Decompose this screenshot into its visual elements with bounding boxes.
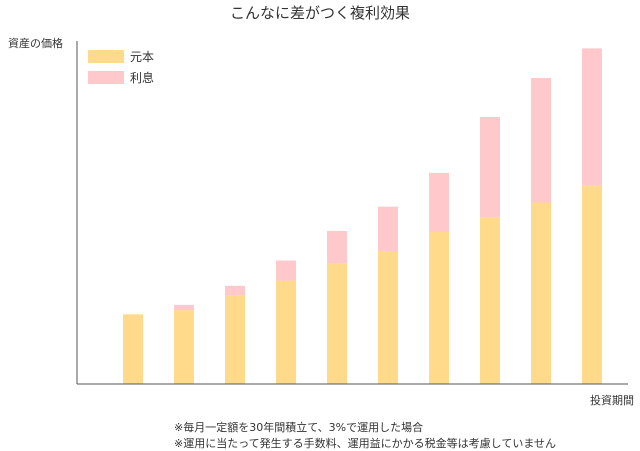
legend-swatch-principal — [88, 50, 124, 63]
bar-principal-1 — [123, 314, 143, 384]
bar-interest-9 — [531, 77, 551, 203]
bar-principal-3 — [225, 295, 245, 384]
y-axis-label: 資産の価格 — [8, 37, 63, 50]
bar-interest-8 — [480, 116, 500, 218]
bar-interest-5 — [327, 230, 347, 264]
legend-label-interest: 利息 — [130, 70, 154, 85]
footnote-1: ※毎月一定額を30年間積立て、3%で運用した場合 — [174, 421, 424, 434]
bar-interest-10 — [582, 48, 602, 186]
bar-principal-10 — [582, 185, 602, 384]
bars-group — [123, 48, 602, 384]
bar-principal-4 — [276, 280, 296, 384]
bar-interest-7 — [429, 172, 449, 233]
legend-label-principal: 元本 — [130, 50, 154, 64]
footnote-2: ※運用に当たって発生する手数料、運用益にかかる税金等は考慮していません — [174, 437, 557, 450]
bar-principal-7 — [429, 232, 449, 384]
bar-interest-2 — [174, 304, 194, 311]
bar-principal-2 — [174, 310, 194, 384]
x-axis-label: 投資期間 — [590, 394, 634, 407]
bar-principal-5 — [327, 263, 347, 384]
legend-swatch-interest — [88, 71, 124, 84]
bar-interest-4 — [276, 260, 296, 281]
bar-principal-8 — [480, 217, 500, 384]
bar-interest-3 — [225, 285, 245, 296]
bar-principal-9 — [531, 202, 551, 384]
chart-title: こんなに差がつく複利効果 — [229, 4, 410, 22]
bar-principal-6 — [378, 251, 398, 384]
bar-interest-6 — [378, 206, 398, 252]
